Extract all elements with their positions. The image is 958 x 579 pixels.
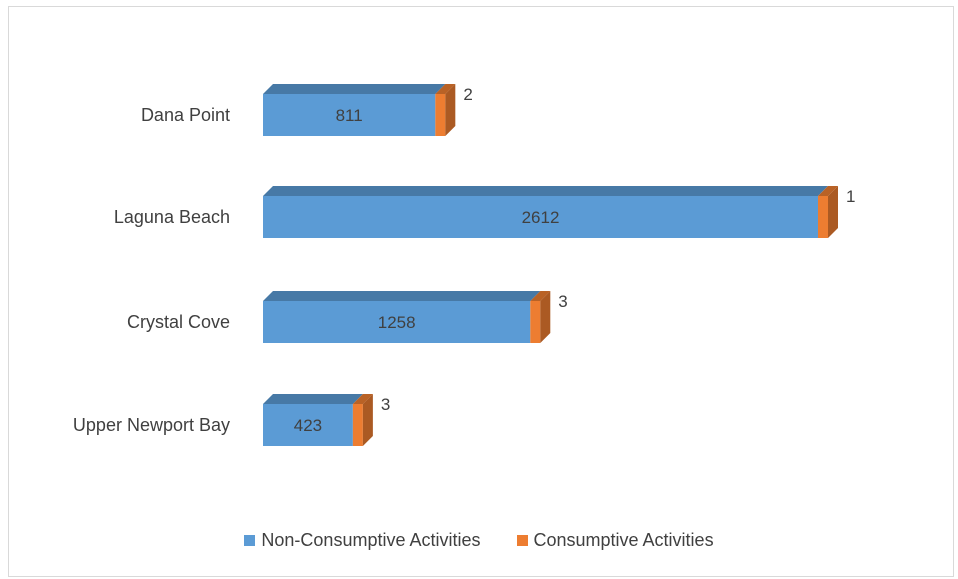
bar-consumptive-activities-crystal-cove[interactable]: [530, 301, 541, 343]
legend-item-non-consumptive[interactable]: Non-Consumptive Activities: [244, 530, 481, 551]
data-label-consumptive-activities-laguna-beach: 1: [846, 187, 855, 206]
bar-top-consumptive-activities-upper-newport-bay: [352, 394, 373, 404]
bar-non-consumptive-activities-dana-point[interactable]: [263, 94, 436, 136]
bar-top-non-consumptive-activities-laguna-beach: [263, 186, 828, 196]
data-label-non-consumptive-activities-upper-newport-bay: 423: [294, 416, 322, 435]
data-label-non-consumptive-activities-laguna-beach: 2612: [522, 208, 560, 227]
legend-swatch-non-consumptive: [244, 535, 256, 546]
data-label-consumptive-activities-crystal-cove: 3: [558, 292, 567, 311]
category-label-dana-point: Dana Point: [141, 105, 230, 125]
bar-top-consumptive-activities-laguna-beach: [818, 186, 838, 196]
bar-side-upper-newport-bay: [362, 394, 373, 446]
bar-top-non-consumptive-activities-dana-point: [263, 84, 446, 94]
data-label-consumptive-activities-dana-point: 2: [463, 85, 472, 104]
legend-item-consumptive[interactable]: Consumptive Activities: [516, 530, 714, 551]
bar-consumptive-activities-upper-newport-bay[interactable]: [352, 404, 363, 446]
data-label-consumptive-activities-upper-newport-bay: 3: [381, 395, 390, 414]
bar-top-non-consumptive-activities-crystal-cove: [263, 291, 541, 301]
bar-side-dana-point: [445, 84, 456, 136]
category-label-upper-newport-bay: Upper Newport Bay: [73, 415, 230, 435]
legend-swatch-consumptive: [516, 535, 528, 546]
category-label-laguna-beach: Laguna Beach: [114, 207, 230, 227]
bar-top-consumptive-activities-dana-point: [435, 84, 456, 94]
category-label-crystal-cove: Crystal Cove: [127, 312, 230, 332]
bar-top-consumptive-activities-crystal-cove: [530, 291, 551, 301]
bar-top-non-consumptive-activities-upper-newport-bay: [263, 394, 363, 404]
bar-non-consumptive-activities-upper-newport-bay[interactable]: [263, 404, 353, 446]
bar-non-consumptive-activities-crystal-cove[interactable]: [263, 301, 531, 343]
labels-group: Dana Point 811 2 Laguna Beach 2612 1 Crystal C…: [73, 85, 856, 435]
data-label-non-consumptive-activities-crystal-cove: 1258: [378, 313, 416, 332]
legend-label-consumptive: Consumptive Activities: [533, 530, 714, 550]
bar-non-consumptive-activities-laguna-beach[interactable]: [263, 196, 818, 238]
bars-group: [263, 84, 838, 446]
legend-label-non-consumptive: Non-Consumptive Activities: [261, 530, 481, 550]
bar-consumptive-activities-dana-point[interactable]: [435, 94, 446, 136]
data-label-non-consumptive-activities-dana-point: 811: [336, 106, 363, 125]
legend: Non-Consumptive Activities Consumptive A…: [0, 530, 958, 551]
bar-side-laguna-beach: [828, 186, 838, 238]
bar-side-crystal-cove: [540, 291, 551, 343]
bar-consumptive-activities-laguna-beach[interactable]: [818, 196, 828, 238]
